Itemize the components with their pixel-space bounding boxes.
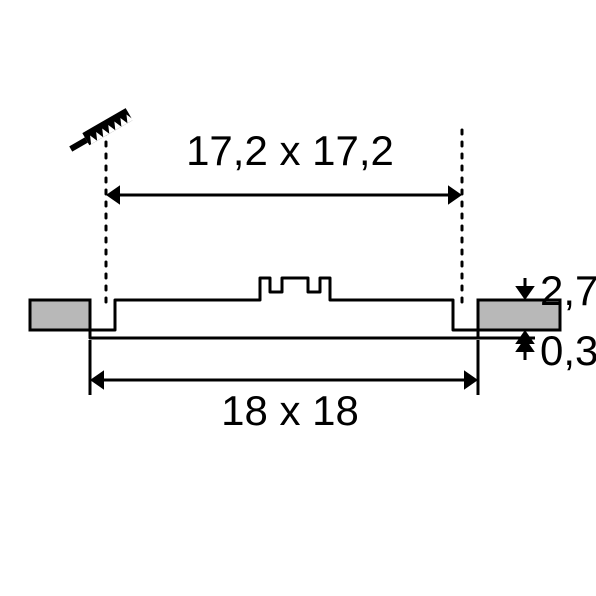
cutout-dimension-label: 17,2 x 17,2 [186, 127, 394, 174]
ceiling-left [30, 300, 90, 330]
overall-dimension-label: 18 x 18 [221, 387, 359, 434]
height-inner-label: 2,7 [540, 267, 596, 314]
height-flange-label: 0,3 [540, 327, 596, 374]
holesaw-icon [67, 108, 134, 155]
fixture-profile [90, 278, 478, 338]
